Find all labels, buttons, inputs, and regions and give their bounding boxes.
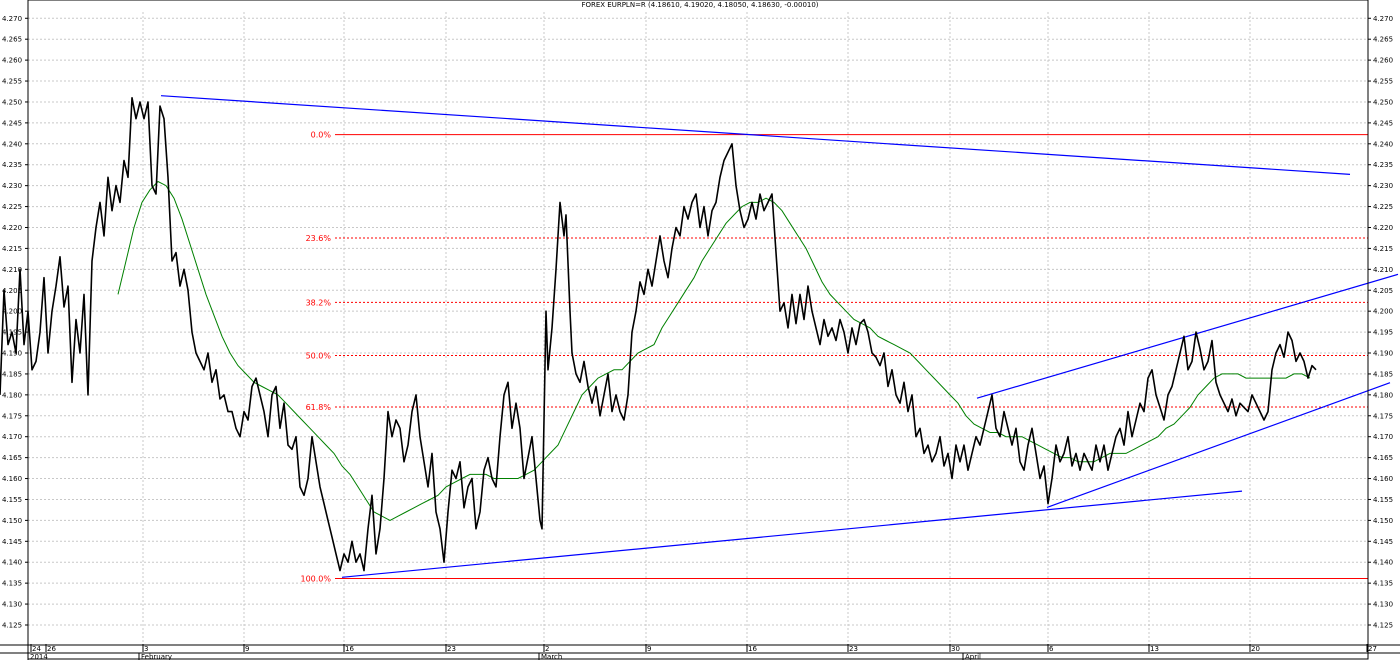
- x-month-label: February: [141, 653, 172, 660]
- x-day-label: 27: [1368, 645, 1377, 653]
- grid-lines: [28, 12, 1368, 648]
- y-tick-label-left: 4.210: [2, 266, 22, 274]
- x-day-label: 9: [647, 645, 651, 653]
- y-tick-label-left: 4.230: [2, 182, 22, 190]
- y-tick-label-left: 4.240: [2, 140, 22, 148]
- x-day-label: 23: [849, 645, 858, 653]
- y-tick-label-right: 4.140: [1373, 559, 1393, 567]
- y-tick-label-right: 4.260: [1373, 57, 1393, 65]
- y-tick-label-left: 4.245: [2, 119, 22, 127]
- y-tick-label-left: 4.155: [2, 496, 22, 504]
- y-tick-label-left: 4.270: [2, 15, 22, 23]
- y-tick-label-left: 4.195: [2, 329, 22, 337]
- y-tick-label-right: 4.180: [1373, 391, 1393, 399]
- y-tick-label-right: 4.235: [1373, 161, 1393, 169]
- fib-label: 23.6%: [306, 234, 332, 243]
- y-tick-label-right: 4.200: [1373, 308, 1393, 316]
- y-tick-label-right: 4.265: [1373, 36, 1393, 44]
- x-day-label: 6: [1049, 645, 1054, 653]
- y-tick-label-right: 4.205: [1373, 287, 1393, 295]
- y-tick-label-right: 4.160: [1373, 475, 1393, 483]
- y-tick-label-left: 4.205: [2, 287, 22, 295]
- y-tick-label-right: 4.195: [1373, 329, 1393, 337]
- y-tick-label-right: 4.240: [1373, 140, 1393, 148]
- price-series: [0, 97, 1317, 572]
- y-tick-label-left: 4.175: [2, 412, 22, 420]
- x-day-label: 16: [748, 645, 757, 653]
- y-tick-label-right: 4.165: [1373, 454, 1393, 462]
- y-tick-label-right: 4.250: [1373, 98, 1393, 106]
- y-tick-label-left: 4.145: [2, 538, 22, 546]
- y-tick-label-right: 4.125: [1373, 621, 1393, 629]
- trend-line: [341, 490, 1243, 578]
- y-tick-label-left: 4.185: [2, 370, 22, 378]
- y-tick-label-left: 4.260: [2, 57, 22, 65]
- trend-line: [976, 273, 1399, 399]
- y-tick-label-right: 4.255: [1373, 78, 1393, 86]
- x-day-label: 20: [1251, 645, 1260, 653]
- y-tick-label-right: 4.150: [1373, 517, 1393, 525]
- y-tick-label-right: 4.210: [1373, 266, 1393, 274]
- y-tick-label-left: 4.220: [2, 224, 22, 232]
- y-tick-label-right: 4.225: [1373, 203, 1393, 211]
- y-tick-label-left: 4.170: [2, 433, 22, 441]
- trend-lines: [160, 95, 1399, 578]
- y-tick-label-left: 4.160: [2, 475, 22, 483]
- chart-title: FOREX EURPLN=R (4.18610, 4.19020, 4.1805…: [581, 1, 818, 9]
- y-tick-label-left: 4.215: [2, 245, 22, 253]
- y-tick-label-left: 4.140: [2, 559, 22, 567]
- y-tick-label-right: 4.145: [1373, 538, 1393, 546]
- y-tick-label-left: 4.235: [2, 161, 22, 169]
- y-tick-label-right: 4.230: [1373, 182, 1393, 190]
- y-tick-label-left: 4.225: [2, 203, 22, 211]
- x-day-label: 16: [345, 645, 354, 653]
- y-tick-label-left: 4.200: [2, 308, 22, 316]
- y-tick-label-left: 4.125: [2, 621, 22, 629]
- y-tick-label-right: 4.170: [1373, 433, 1393, 441]
- fib-label: 0.0%: [311, 131, 332, 140]
- fibonacci-levels: 0.0% 23.6% 38.2% 50.0% 61.8% 100.0%: [300, 131, 1368, 584]
- fib-label: 38.2%: [306, 298, 332, 307]
- y-tick-label-left: 4.250: [2, 98, 22, 106]
- x-day-label: 23: [447, 645, 456, 653]
- y-tick-label-right: 4.245: [1373, 119, 1393, 127]
- y-tick-label-right: 4.175: [1373, 412, 1393, 420]
- y-tick-label-left: 4.130: [2, 601, 22, 609]
- y-tick-label-left: 4.180: [2, 391, 22, 399]
- x-day-label: 13: [1150, 645, 1159, 653]
- y-tick-label-left: 4.150: [2, 517, 22, 525]
- y-tick-label-right: 4.215: [1373, 245, 1393, 253]
- price-line: [0, 97, 1317, 572]
- fib-label: 50.0%: [306, 352, 332, 361]
- y-tick-label-right: 4.220: [1373, 224, 1393, 232]
- x-month-label: March: [541, 653, 562, 660]
- x-month-label: 2014: [30, 653, 48, 660]
- y-tick-label-right: 4.185: [1373, 370, 1393, 378]
- fib-label: 61.8%: [306, 403, 332, 412]
- y-tick-label-right: 4.135: [1373, 580, 1393, 588]
- y-tick-label-right: 4.190: [1373, 350, 1393, 358]
- x-day-label: 30: [951, 645, 960, 653]
- trend-line: [160, 95, 1351, 175]
- x-day-label: 26: [47, 645, 56, 653]
- y-tick-label-right: 4.130: [1373, 601, 1393, 609]
- x-day-label: 9: [245, 645, 249, 653]
- y-tick-label-right: 4.270: [1373, 15, 1393, 23]
- x-month-label: April: [965, 653, 981, 660]
- x-day-label: 2: [545, 645, 549, 653]
- y-tick-label-left: 4.135: [2, 580, 22, 588]
- y-tick-label-left: 4.165: [2, 454, 22, 462]
- y-tick-label-left: 4.265: [2, 36, 22, 44]
- plot-frame: [27, 0, 1369, 660]
- y-tick-label-right: 4.155: [1373, 496, 1393, 504]
- fib-label: 100.0%: [300, 575, 331, 584]
- trend-line: [1046, 382, 1391, 508]
- x-day-label: 3: [144, 645, 148, 653]
- y-tick-label-left: 4.190: [2, 350, 22, 358]
- y-tick-label-left: 4.255: [2, 78, 22, 86]
- x-day-label: 24: [32, 645, 41, 653]
